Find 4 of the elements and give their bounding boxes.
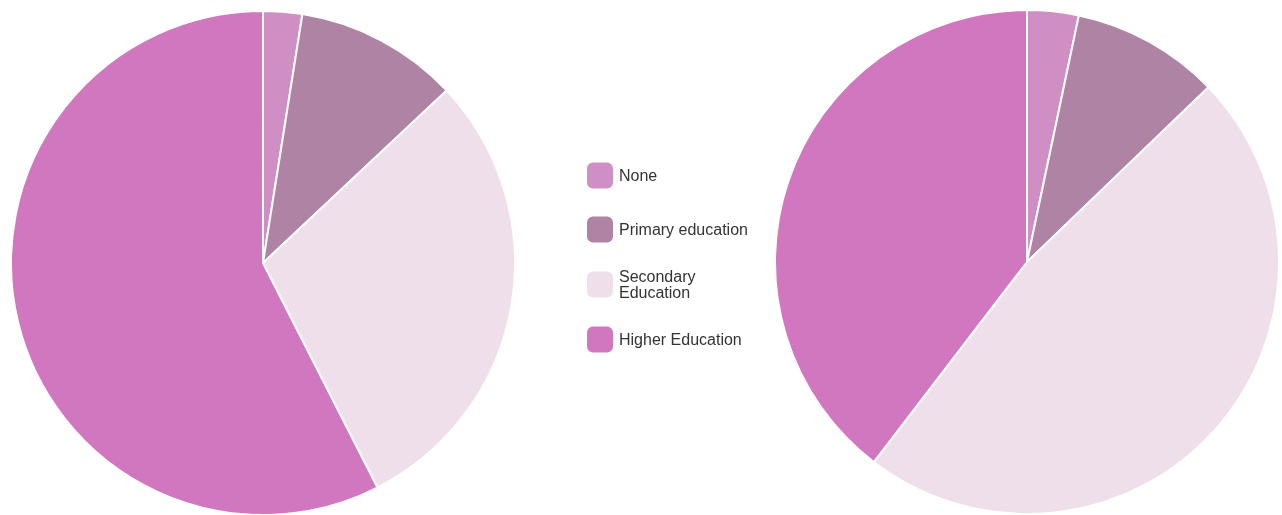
legend-label: Primary education xyxy=(619,221,748,238)
legend-label: None xyxy=(619,167,658,184)
legend-label: Secondary Education xyxy=(619,268,700,301)
legend-label: Higher Education xyxy=(619,331,742,348)
